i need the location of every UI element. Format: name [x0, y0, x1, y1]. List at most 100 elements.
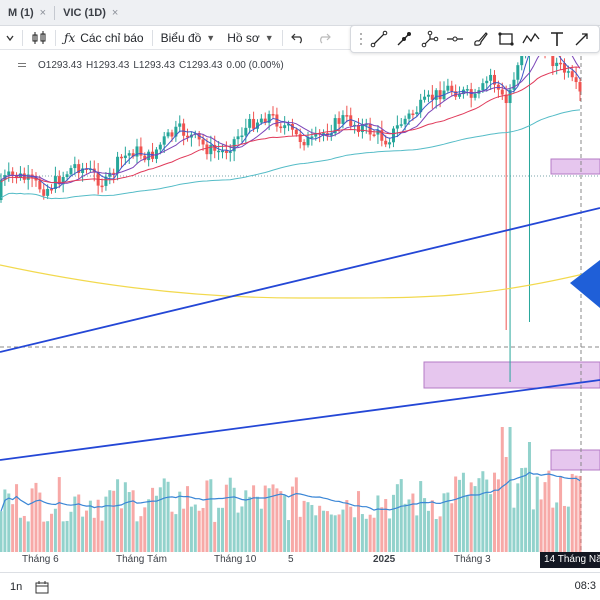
candle[interactable] — [473, 93, 477, 98]
candle[interactable] — [302, 141, 306, 146]
candle[interactable] — [306, 136, 310, 146]
candle[interactable] — [224, 150, 228, 153]
close-icon[interactable]: × — [111, 6, 119, 19]
candle[interactable] — [205, 144, 209, 155]
candle[interactable] — [450, 85, 454, 92]
candle[interactable] — [209, 144, 213, 155]
candle[interactable] — [465, 89, 469, 91]
candle[interactable] — [69, 168, 73, 175]
candle[interactable] — [481, 83, 485, 91]
candle[interactable] — [485, 80, 489, 84]
candle[interactable] — [84, 168, 88, 170]
candle[interactable] — [263, 118, 267, 123]
support-zone[interactable] — [423, 361, 600, 389]
candle[interactable] — [407, 113, 411, 119]
rectangle-icon[interactable] — [497, 30, 515, 48]
resistance-zone[interactable] — [550, 158, 600, 175]
candle[interactable] — [147, 151, 151, 161]
candle[interactable] — [7, 171, 11, 176]
candle[interactable] — [178, 123, 182, 127]
ma-yellow-line[interactable] — [0, 264, 600, 299]
ma-red-line[interactable] — [0, 66, 581, 184]
candle[interactable] — [388, 142, 392, 145]
candle[interactable] — [562, 63, 566, 73]
candle[interactable] — [42, 189, 46, 196]
candle-type-button[interactable] — [25, 26, 53, 50]
candle[interactable] — [430, 94, 434, 100]
candle[interactable] — [298, 134, 302, 142]
candle[interactable] — [411, 113, 415, 116]
candle[interactable] — [123, 155, 127, 159]
candle[interactable] — [559, 62, 563, 65]
candle[interactable] — [570, 71, 574, 78]
tab-m[interactable]: M (1) × — [0, 0, 54, 26]
ma-teal-line[interactable] — [0, 109, 581, 200]
candle[interactable] — [65, 174, 69, 177]
candle[interactable] — [508, 89, 512, 104]
close-icon[interactable]: × — [39, 6, 47, 19]
candle[interactable] — [314, 132, 318, 137]
candle[interactable] — [357, 124, 361, 133]
candle[interactable] — [287, 123, 291, 126]
candle[interactable] — [255, 122, 259, 129]
candle[interactable] — [329, 133, 333, 136]
candle[interactable] — [186, 135, 190, 138]
candle[interactable] — [384, 140, 388, 145]
candle[interactable] — [349, 115, 353, 126]
candle[interactable] — [108, 172, 112, 177]
candle[interactable] — [458, 94, 462, 97]
candle[interactable] — [446, 85, 450, 91]
candle[interactable] — [415, 112, 419, 115]
calendar-icon[interactable] — [34, 579, 50, 595]
candle[interactable] — [504, 94, 508, 104]
ray-icon[interactable] — [395, 30, 413, 48]
candle[interactable] — [201, 139, 205, 145]
candle[interactable] — [267, 114, 271, 123]
pitchfork-icon[interactable] — [421, 30, 439, 48]
candle[interactable] — [135, 146, 139, 157]
candle[interactable] — [337, 118, 341, 124]
candle[interactable] — [275, 114, 279, 127]
arrow-tool-icon[interactable] — [573, 30, 591, 48]
candle[interactable] — [341, 115, 345, 124]
candle[interactable] — [551, 56, 555, 67]
candle[interactable] — [399, 124, 403, 126]
candle[interactable] — [0, 179, 3, 200]
candle[interactable] — [162, 136, 166, 145]
interval-button[interactable]: 1n — [10, 580, 23, 593]
candle[interactable] — [333, 118, 337, 134]
candle[interactable] — [419, 99, 423, 113]
candle[interactable] — [364, 123, 368, 126]
candle[interactable] — [438, 90, 442, 100]
arrow-marker[interactable] — [570, 260, 600, 308]
candle[interactable] — [11, 171, 15, 175]
candle[interactable] — [100, 185, 104, 188]
candle[interactable] — [279, 126, 283, 129]
redo-button[interactable] — [311, 26, 337, 50]
candle[interactable] — [127, 153, 131, 156]
candle[interactable] — [158, 144, 162, 150]
candle[interactable] — [500, 89, 504, 95]
chevron-down-icon[interactable] — [0, 26, 20, 50]
candle[interactable] — [217, 150, 221, 153]
candle[interactable] — [512, 79, 516, 90]
candle[interactable] — [322, 133, 326, 135]
candle[interactable] — [244, 127, 248, 136]
candle[interactable] — [112, 172, 116, 175]
candle[interactable] — [228, 151, 232, 153]
candle[interactable] — [220, 150, 224, 153]
candle[interactable] — [182, 123, 186, 136]
candle[interactable] — [61, 176, 65, 185]
indicators-button[interactable]: ƒx Các chỉ báo — [58, 26, 150, 50]
ma-10-line[interactable] — [0, 56, 581, 185]
profile-menu-button[interactable]: Hồ sơ ▼ — [221, 26, 279, 50]
candle[interactable] — [139, 146, 143, 156]
candle[interactable] — [50, 188, 54, 191]
candle[interactable] — [380, 130, 384, 141]
price-chart[interactable] — [0, 56, 600, 568]
candle[interactable] — [252, 118, 256, 129]
brush-icon[interactable] — [472, 30, 490, 48]
candle[interactable] — [360, 125, 364, 133]
text-icon[interactable] — [548, 30, 566, 48]
candle[interactable] — [345, 115, 349, 117]
